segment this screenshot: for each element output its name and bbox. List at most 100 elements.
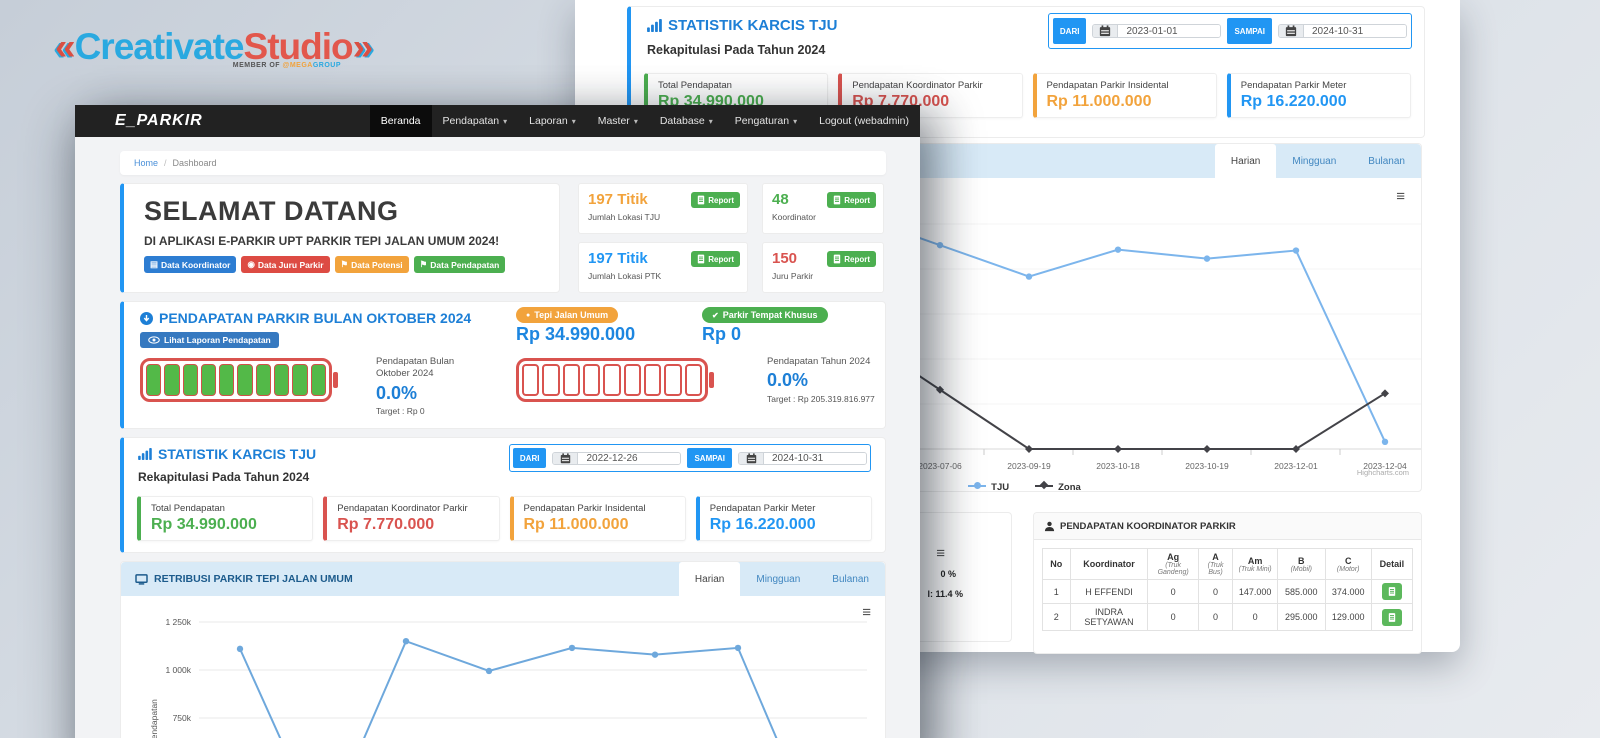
koordinator-table-card: PENDAPATAN KOORDINATOR PARKIR No Koordin… (1033, 512, 1422, 654)
circle-arrow-icon (140, 312, 153, 325)
back-date-to-field (1278, 24, 1407, 38)
col-c: C (Motor) (1324, 548, 1372, 580)
tab-harian[interactable]: Harian (1214, 144, 1277, 178)
front-date-from-field (552, 451, 682, 465)
badge-data-juru-parkir[interactable]: ◉ Data Juru Parkir (241, 256, 330, 273)
back-date-from-field (1092, 24, 1222, 38)
logo-left-bracket-icon: « (55, 26, 76, 67)
tju-pill: ● Tepi Jalan Umum (516, 307, 619, 323)
monitor-icon (135, 574, 148, 585)
svg-text:2023-10-18: 2023-10-18 (1096, 461, 1140, 471)
app-logo[interactable]: E_PARKIR (115, 112, 203, 129)
bar-stats-icon (647, 19, 662, 32)
svg-text:750k: 750k (173, 713, 192, 723)
month-target: Target : Rp 0 (376, 406, 425, 417)
battery-indicator-full (140, 358, 338, 402)
breadcrumb-separator: / (164, 158, 167, 168)
bar-stats-icon (138, 448, 152, 460)
front-card-meter: Pendapatan Parkir Meter Rp 16.220.000 (695, 496, 872, 541)
person-icon (1044, 521, 1055, 532)
chart-menu-icon[interactable]: ≡ (862, 604, 871, 621)
svg-text:2023-10-19: 2023-10-19 (1185, 461, 1229, 471)
front-statistik-subtitle: Rekapitulasi Pada Tahun 2024 (138, 470, 310, 484)
calendar-icon[interactable] (1093, 25, 1119, 37)
location-stats-grid: 197 Titik Jumlah Lokasi TJU Report 48 Ko… (578, 183, 884, 293)
battery-indicator-empty (516, 358, 714, 402)
front-date-from-label: DARI (512, 448, 547, 468)
report-button[interactable]: Report (691, 192, 740, 208)
svg-text:2023-07-06: 2023-07-06 (918, 461, 962, 471)
col-a: A (Truk Bus) (1197, 548, 1234, 580)
dot-circle-icon: ◉ (247, 259, 255, 269)
back-date-filter: DARI SAMPAI (1047, 13, 1412, 49)
pendapatan-bulan-block: Pendapatan Bulan Oktober 2024 0.0% Targe… (376, 356, 496, 417)
nav-laporan[interactable]: Laporan ▾ (529, 115, 576, 127)
tab-harian[interactable]: Harian (678, 562, 741, 596)
retribusi-chart-header: RETRIBUSI PARKIR TEPI JALAN UMUM Harian … (121, 562, 885, 596)
koordinator-table-title: PENDAPATAN KOORDINATOR PARKIR (1034, 513, 1421, 540)
pendapatan-title: PENDAPATAN PARKIR BULAN OKTOBER 2024 (140, 310, 471, 326)
calendar-icon[interactable] (739, 452, 764, 464)
back-date-from-label: DARI (1052, 18, 1087, 44)
zona-marker-icon (1035, 480, 1054, 490)
retribusi-chart-card: RETRIBUSI PARKIR TEPI JALAN UMUM Harian … (120, 561, 886, 738)
stat-lokasi-tju: 197 Titik Jumlah Lokasi TJU Report (578, 183, 748, 234)
table-row: 2 INDRA SETYAWAN 0 0 0 295.000 129.000 (1042, 603, 1414, 631)
col-am: Am (Truk Mini) (1232, 548, 1278, 580)
retribusi-line-chart: 1 250k 1 000k 750k Pendapatan (149, 617, 867, 738)
highcharts-credit[interactable]: Highcharts.com (1356, 468, 1409, 477)
koordinator-table: No Koordinator Ag (Truk Gandeng) A (Truk B… (1042, 548, 1414, 631)
badge-data-potensi[interactable]: ⚑ Data Potensi (334, 256, 409, 273)
chart-menu-icon[interactable]: ≡ (1396, 188, 1405, 205)
front-date-to-input[interactable] (764, 452, 866, 464)
tab-mingguan[interactable]: Mingguan (756, 573, 801, 585)
report-button[interactable]: Report (691, 251, 740, 267)
back-date-from-input[interactable] (1118, 25, 1221, 37)
svg-text:2023-12-04: 2023-12-04 (1363, 461, 1407, 471)
tab-bulanan[interactable]: Bulanan (1368, 155, 1405, 167)
front-date-from-input[interactable] (578, 452, 681, 464)
calendar-icon[interactable] (553, 452, 579, 464)
logo-name-primary: Creativate (74, 26, 245, 67)
nav-beranda[interactable]: Beranda (369, 105, 432, 137)
lihat-laporan-button[interactable]: Lihat Laporan Pendapatan (140, 332, 279, 348)
pendapatan-bulan-card: PENDAPATAN PARKIR BULAN OKTOBER 2024 Lih… (120, 301, 886, 429)
nav-pendapatan[interactable]: Pendapatan ▾ (442, 115, 508, 127)
back-statistik-title: STATISTIK KARCIS TJU (647, 17, 837, 34)
chevron-down-icon: ▾ (708, 116, 713, 126)
chevron-down-icon: ▾ (793, 116, 798, 126)
back-line-chart: 2023-07-06 2023-09-19 2023-10-18 2023-10-19… (628, 216, 1421, 471)
tab-bulanan[interactable]: Bulanan (832, 573, 869, 585)
ptk-pill: ✔ Parkir Tempat Khusus (702, 307, 828, 323)
back-card-meter: Pendapatan Parkir Meter Rp 16.220.000 (1226, 73, 1411, 118)
nav-logout[interactable]: Logout (webadmin) (819, 115, 909, 127)
badge-data-pendapatan[interactable]: ⚑ Data Pendapatan (413, 256, 506, 273)
nav-master[interactable]: Master ▾ (597, 115, 638, 127)
nav-database[interactable]: Database ▾ (659, 115, 713, 127)
chart-menu-icon[interactable]: ≡ (936, 545, 945, 562)
legend-item-tju[interactable]: TJU (968, 482, 1009, 493)
tab-mingguan[interactable]: Mingguan (1292, 155, 1337, 167)
detail-button[interactable] (1381, 608, 1402, 626)
retribusi-chart-title: RETRIBUSI PARKIR TEPI JALAN UMUM (121, 573, 353, 585)
report-button[interactable]: Report (827, 251, 876, 267)
report-button[interactable]: Report (827, 192, 876, 208)
nav-pengaturan[interactable]: Pengaturan ▾ (734, 115, 798, 127)
badge-data-koordinator[interactable]: ▤ Data Koordinator (144, 256, 237, 273)
welcome-title: SELAMAT DATANG (144, 196, 399, 226)
calendar-icon[interactable] (1279, 25, 1304, 37)
breadcrumb-current: Dashboard (172, 158, 217, 168)
tju-marker-icon (968, 482, 987, 490)
dot-icon: ● (526, 311, 531, 319)
legend-item-zona[interactable]: Zona (1035, 480, 1081, 493)
check-icon: ✔ (712, 310, 719, 320)
back-chart-legend: TJU Zona (628, 480, 1421, 493)
breadcrumb-home[interactable]: Home (134, 158, 159, 168)
retribusi-chart-tabs: Harian Mingguan Bulanan (678, 562, 885, 596)
detail-button[interactable] (1381, 583, 1402, 600)
front-date-to-label: SAMPAI (687, 448, 732, 468)
partial-label-1: 0 % (940, 569, 956, 579)
flag-icon: ⚑ (340, 259, 349, 269)
back-date-to-input[interactable] (1304, 25, 1406, 37)
